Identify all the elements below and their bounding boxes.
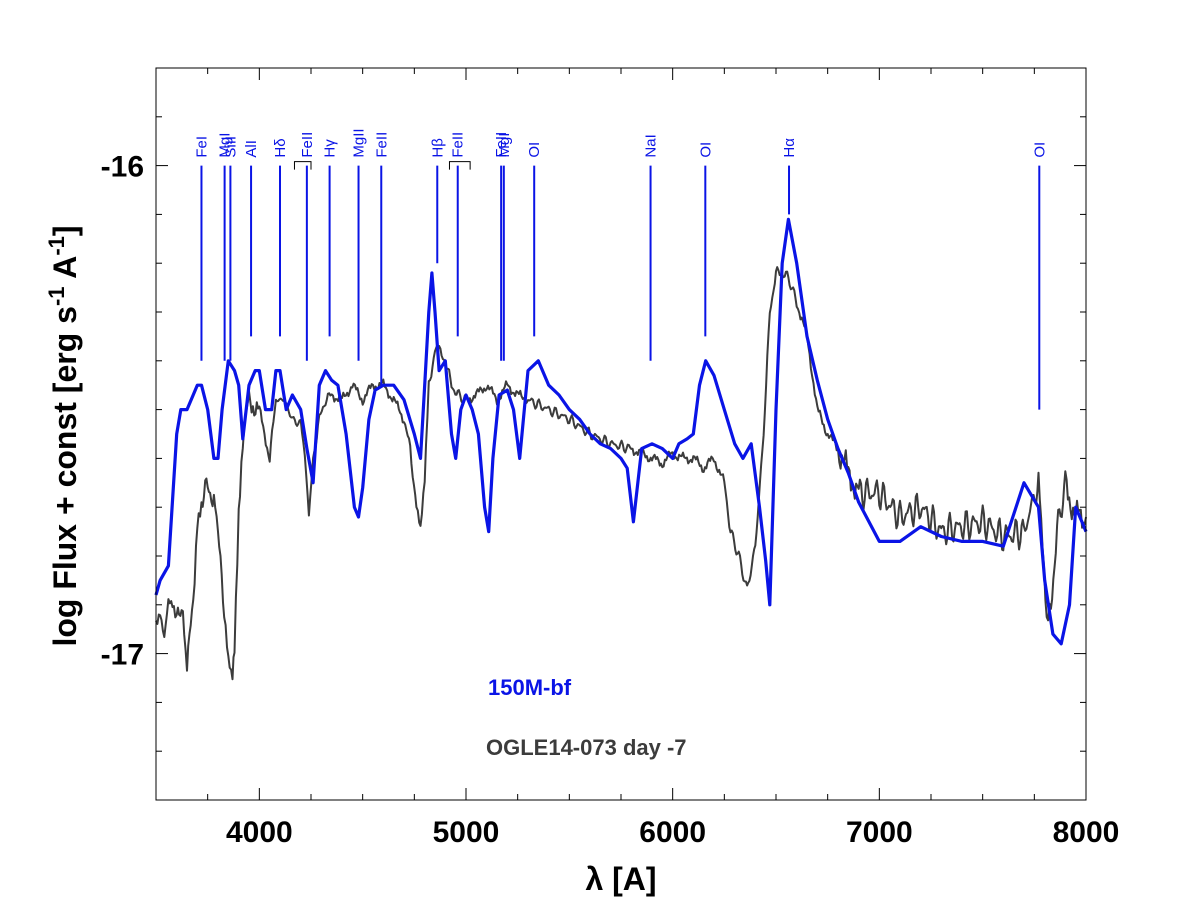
x-tick-label: 5000 xyxy=(433,816,500,849)
y-label-sup-2: -1 xyxy=(44,236,69,256)
model-spectrum-line xyxy=(154,217,1088,646)
line-id-label: Hα xyxy=(781,138,798,158)
legend-observed: OGLE14-073 day -7 xyxy=(486,735,687,760)
y-label-main: log Flux + const [erg s xyxy=(47,306,83,647)
line-id-label: Hγ xyxy=(322,139,339,158)
line-id-label: OI xyxy=(697,142,714,158)
line-id-label: Hβ xyxy=(429,138,446,158)
y-label-sup-1: -1 xyxy=(44,286,69,306)
x-tick-label: 6000 xyxy=(639,816,706,849)
line-id-label: OI xyxy=(526,142,543,158)
x-tick-label: 7000 xyxy=(846,816,913,849)
line-id-bracket xyxy=(448,161,471,170)
y-tick-label: -17 xyxy=(101,639,144,672)
line-id-label: FeII xyxy=(373,132,390,158)
y-axis-label: log Flux + const [erg s-1 A-1] xyxy=(44,225,83,646)
y-label-end: ] xyxy=(47,225,83,236)
line-id-label: SiII xyxy=(222,136,239,158)
line-id-label: FeII xyxy=(299,132,316,158)
line-id-label: MgI xyxy=(217,133,234,158)
legend-model: 150M-bf xyxy=(488,675,572,700)
line-id-label: MgII xyxy=(351,128,368,157)
line-id-label: Hδ xyxy=(272,138,289,157)
x-tick-label: 8000 xyxy=(1053,816,1120,849)
axis-ticks: 4000 5000 6000 7000 8000 -16 -17 xyxy=(101,67,1120,849)
y-label-mid: A xyxy=(47,256,83,287)
line-id-label: OI xyxy=(1031,142,1048,158)
x-tick-label: 4000 xyxy=(226,816,293,849)
line-id-label: MgI xyxy=(496,133,513,158)
line-id-bracket xyxy=(293,161,312,170)
series-layer xyxy=(154,217,1088,681)
y-tick-label: -16 xyxy=(101,151,144,184)
line-id-label: NaI xyxy=(643,134,660,157)
line-id-label: FeII xyxy=(450,132,467,158)
line-id-label: AlI xyxy=(243,140,260,158)
x-axis-label: λ [A] xyxy=(585,861,656,897)
line-id-label: FeI xyxy=(193,136,210,158)
line-id-label: FeII xyxy=(493,132,510,158)
